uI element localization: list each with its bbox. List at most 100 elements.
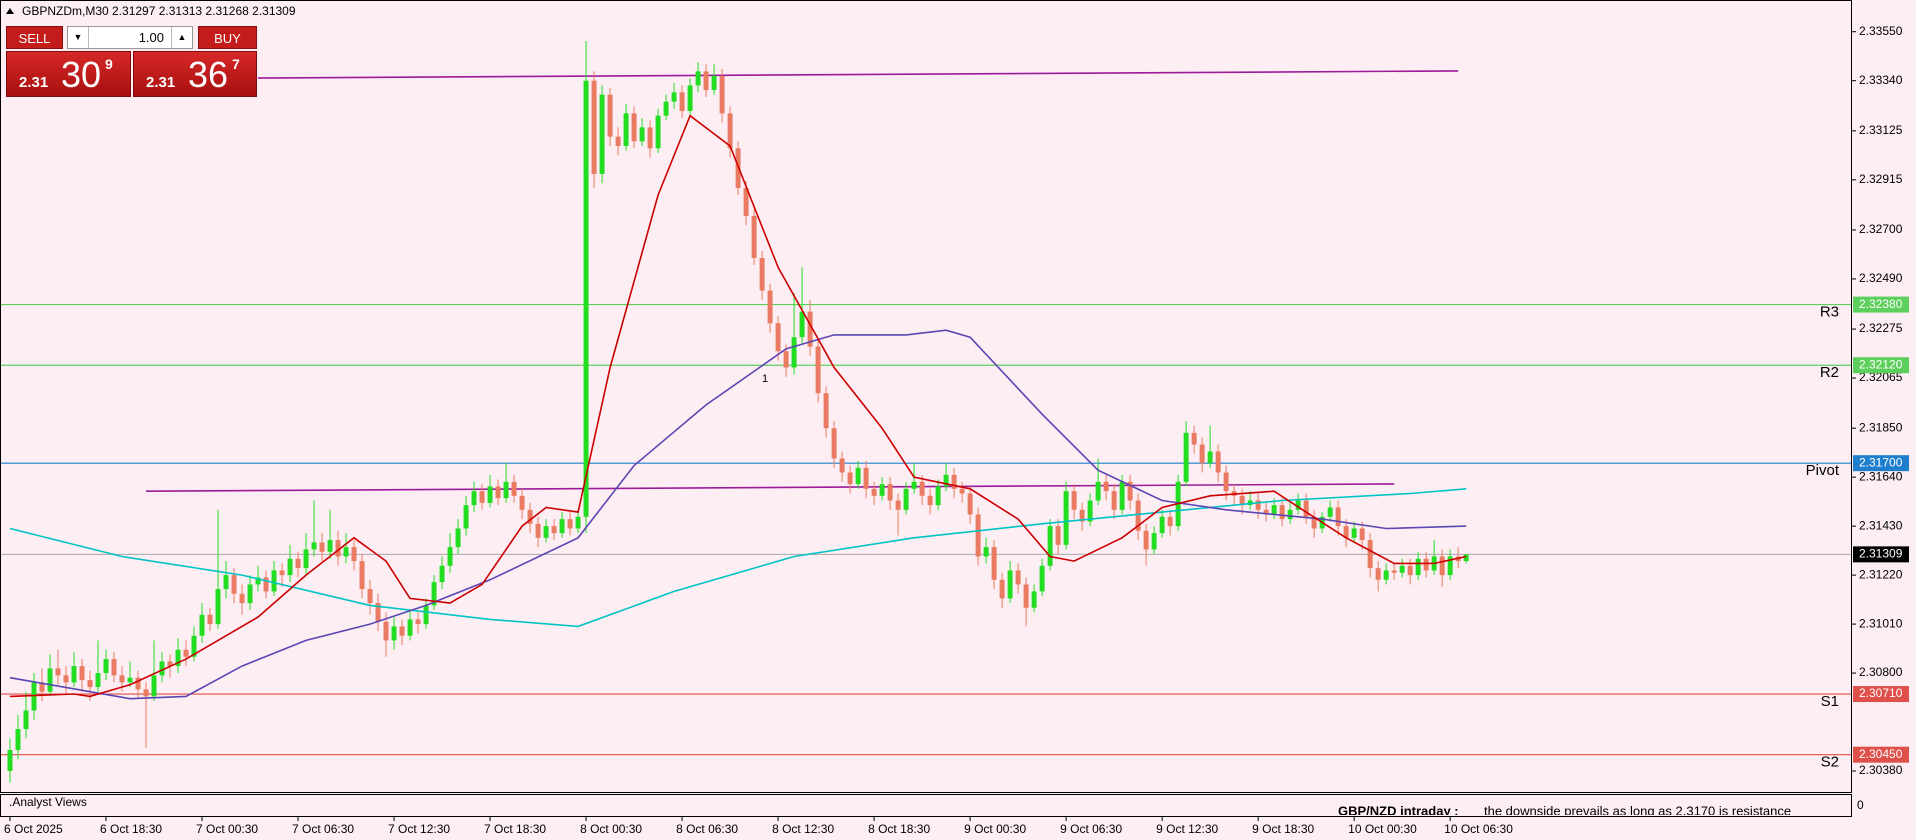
x-tick-label: 10 Oct 06:30 [1444, 822, 1513, 836]
candle-body [727, 113, 733, 149]
lot-value[interactable]: 1.00 [138, 30, 164, 45]
candle-body [591, 80, 597, 174]
candle-body [1031, 591, 1037, 608]
candle-body [1447, 556, 1453, 576]
candle-body [935, 486, 941, 506]
candle-body [1439, 556, 1445, 576]
candle-body [143, 689, 149, 697]
bid-main: 30 [61, 54, 102, 95]
bid-box[interactable]: 2.31 30 9 [6, 51, 131, 97]
candle-body [1087, 500, 1093, 522]
candle-body [895, 500, 901, 510]
x-tick-label: 8 Oct 18:30 [868, 822, 930, 836]
candle-body [1263, 509, 1269, 515]
level-price-box [1853, 455, 1909, 472]
candle-body [679, 92, 685, 112]
candle-body [607, 94, 613, 137]
candle-body [1199, 444, 1205, 464]
candle-body [1415, 558, 1421, 576]
candle-body [1367, 540, 1373, 569]
candle-body [119, 675, 125, 683]
candle-body [583, 80, 589, 517]
candle-body [543, 526, 549, 538]
candle-body [655, 115, 661, 149]
symbol-info: GBPNZDm,M30 2.31297 2.31313 2.31268 2.31… [22, 4, 296, 18]
candle-body [271, 570, 277, 592]
candle-body [815, 346, 821, 394]
candle-body [383, 621, 389, 641]
candle-body [327, 540, 333, 552]
y-tick-label: 2.33125 [1859, 123, 1903, 137]
candle-body [79, 666, 85, 681]
candle-body [487, 486, 493, 503]
candle-body [63, 675, 69, 683]
candle-body [111, 659, 117, 676]
candle-body [71, 666, 77, 683]
candle-body [1103, 481, 1109, 492]
x-tick-label: 9 Oct 12:30 [1156, 822, 1218, 836]
candle-body [95, 673, 101, 688]
candle-body [1055, 526, 1061, 545]
candle-body [567, 519, 573, 529]
candle-body [1311, 516, 1317, 529]
candle-body [495, 486, 501, 499]
candle-body [1223, 472, 1229, 492]
candle-body [415, 619, 421, 625]
candle-body [847, 472, 853, 485]
candle-body [1463, 554, 1469, 562]
candle-body [687, 85, 693, 112]
y-tick-label: 2.32065 [1859, 370, 1903, 384]
candle-body [1423, 558, 1429, 571]
candle-body [1359, 528, 1365, 541]
candle-body [1007, 570, 1013, 599]
ask-box[interactable]: 2.31 36 7 [133, 51, 257, 97]
candle-body [663, 101, 669, 116]
candle-body [1159, 516, 1165, 534]
y-tick-label: 2.33550 [1859, 24, 1903, 38]
collapse-icon[interactable] [6, 8, 14, 14]
candle-body [1391, 570, 1397, 573]
candle-body [807, 311, 813, 347]
candle-body [1383, 570, 1389, 580]
candle-body [975, 514, 981, 557]
y-tick-label: 2.32490 [1859, 271, 1903, 285]
lot-input[interactable]: ▼ 1.00 ▲ [67, 26, 193, 49]
candle-body [999, 579, 1005, 599]
candle-body [823, 393, 829, 429]
level-price-box [1853, 686, 1909, 703]
x-tick-label: 7 Oct 06:30 [292, 822, 354, 836]
bid-small: 9 [105, 56, 113, 72]
x-tick-label: 7 Oct 12:30 [388, 822, 450, 836]
plot-area: R3 R2 Pivot S1 S2 [1, 41, 1851, 783]
indicator-bold-text: GBP/NZD intraday : [1338, 803, 1459, 818]
current-price-label: 2.31309 [1859, 547, 1903, 561]
candle-body [287, 558, 293, 576]
candle-body [695, 71, 701, 86]
candle-body [527, 509, 533, 524]
candle-body [1079, 509, 1085, 522]
candle-body [159, 661, 165, 676]
candle-body [983, 547, 989, 557]
candle-body [359, 561, 365, 590]
lot-down[interactable]: ▼ [68, 27, 89, 48]
candle-body [967, 493, 973, 515]
candle-body [1239, 495, 1245, 506]
ask-big: 2.31 [146, 74, 176, 91]
lot-up[interactable]: ▲ [171, 27, 192, 48]
candle-body [879, 484, 885, 496]
moving-average [9, 488, 1467, 628]
candle-body [303, 549, 309, 569]
level-label: S1 [1821, 693, 1839, 710]
candle-body [1303, 500, 1309, 517]
buy-button[interactable]: BUY [198, 26, 257, 49]
candle-body [831, 428, 837, 459]
level-price-label: 2.30710 [1859, 686, 1903, 700]
candle-body [1135, 500, 1141, 531]
candle-body [599, 94, 605, 174]
sell-button[interactable]: SELL [6, 26, 63, 49]
candle-body [551, 526, 557, 534]
candle-body [431, 582, 437, 606]
candle-body [799, 311, 805, 338]
candle-body [647, 127, 653, 149]
level-price-box [1853, 746, 1909, 763]
